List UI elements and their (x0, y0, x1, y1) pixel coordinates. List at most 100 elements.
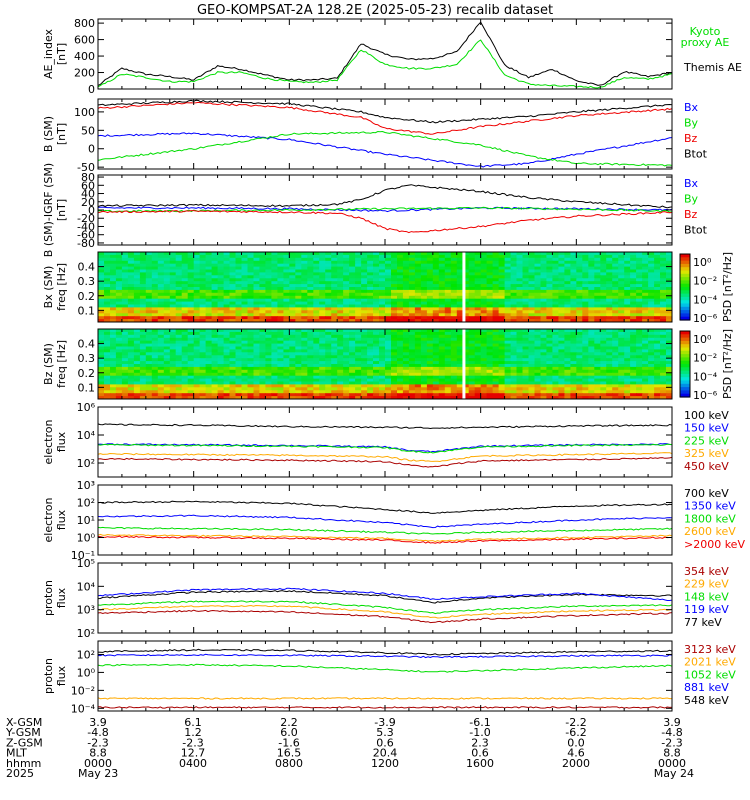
spectrogram-cell (516, 349, 524, 353)
spectrogram-cell (295, 278, 302, 282)
spectrogram-cell (576, 372, 583, 377)
spectrogram-cell (247, 278, 255, 282)
spectrogram-cell (145, 266, 153, 271)
spectrogram-cell (480, 343, 488, 348)
spectrogram-cell (307, 378, 314, 383)
spectrogram-cell (558, 349, 565, 353)
spectrogram-cell (104, 289, 111, 294)
spectrogram-cell (391, 349, 398, 353)
spectrogram-cell (229, 269, 237, 273)
spectrogram-cell (301, 349, 308, 353)
spectrogram-cell (373, 396, 380, 399)
spectrogram-cell (313, 260, 320, 265)
spectrogram-cell (636, 337, 643, 342)
spectrogram-cell (630, 390, 637, 394)
spectrogram-cell (438, 337, 446, 342)
spectrogram-cell (444, 329, 452, 333)
spectrogram-cell (552, 316, 559, 320)
spectrogram-cell (181, 352, 189, 356)
spectrogram-cell (235, 393, 243, 397)
spectrogram-cell (588, 257, 595, 262)
spectrogram-cell (540, 378, 548, 383)
spectrogram-cell (391, 260, 398, 265)
spectrogram-cell (528, 387, 536, 391)
spectrogram-cell (648, 275, 655, 279)
spectrogram-cell (319, 275, 326, 279)
spectrogram-cell (361, 284, 368, 288)
spectrogram-cell (438, 390, 446, 394)
spectrogram-cell (606, 355, 613, 359)
spectrogram-cell (277, 358, 284, 362)
spectrogram-cell (157, 346, 165, 350)
spectrogram-cell (199, 393, 207, 397)
spectrogram-cell (432, 372, 440, 377)
spectrogram-cell (612, 263, 619, 268)
y-tick-label: 200 (74, 67, 95, 80)
spectrogram-cell (414, 287, 422, 291)
spectrogram-cell (229, 266, 237, 271)
spectrogram-cell (253, 281, 261, 285)
spectrogram-cell (301, 375, 308, 380)
spectrogram-cell (259, 387, 266, 391)
spectrogram-cell (630, 310, 637, 314)
spectrogram-cell (355, 369, 362, 374)
spectrogram-cell (253, 272, 261, 276)
spectrogram-cell (139, 298, 147, 303)
spectrogram-cell (367, 295, 374, 300)
spectrogram-cell (408, 334, 416, 339)
spectrogram-cell (373, 284, 380, 288)
spectrogram-cell (600, 387, 607, 391)
spectrogram-cell (426, 272, 434, 276)
spectrogram-cell (486, 257, 494, 262)
spectrogram-cell (229, 334, 237, 339)
spectrogram-cell (169, 355, 177, 359)
spectrogram-cell (552, 372, 559, 377)
spectrogram-cell (432, 361, 440, 365)
spectrogram-cell (211, 378, 219, 383)
spectrogram-cell (420, 301, 428, 306)
spectrogram-cell (432, 295, 440, 300)
spectrogram-cell (121, 352, 129, 356)
spectrogram-cell (223, 310, 231, 314)
spectrogram-cell (313, 272, 320, 276)
spectrogram-cell (450, 281, 458, 285)
spectrogram-cell (582, 372, 589, 377)
spectrogram-cell (337, 260, 344, 265)
spectrogram-cell (474, 287, 482, 291)
spectrogram-cell (612, 361, 619, 365)
spectrogram-cell (193, 378, 201, 383)
spectrogram-cell (432, 355, 440, 359)
spectrogram-cell (450, 254, 458, 259)
spectrogram-cell (151, 343, 159, 348)
spectrogram-cell (642, 331, 649, 336)
spectrogram-cell (247, 269, 255, 273)
spectrogram-cell (319, 329, 326, 333)
spectrogram-cell (588, 355, 595, 359)
spectrogram-cell (241, 263, 249, 268)
colorbar-swatch (680, 367, 690, 372)
spectrogram-cell (408, 301, 416, 306)
spectrogram-cell (438, 334, 446, 339)
spectrogram-cell (241, 361, 249, 365)
spectrogram-cell (98, 390, 105, 394)
spectrogram-cell (247, 292, 255, 297)
spectrogram-cell (510, 319, 518, 322)
spectrogram-cell (289, 298, 296, 303)
spectrogram-cell (576, 375, 583, 380)
spectrogram-cell (528, 358, 536, 362)
spectrogram-cell (480, 366, 488, 371)
spectrogram-cell (486, 252, 494, 256)
spectrogram-cell (301, 329, 308, 333)
spectrogram-cell (217, 257, 225, 262)
spectrogram-cell (516, 364, 524, 368)
spectrogram-cell (546, 346, 553, 350)
spectrogram-cell (462, 307, 470, 311)
spectrogram-cell (187, 329, 195, 333)
spectrogram-cell (355, 284, 362, 288)
spectrogram-cell (175, 281, 183, 285)
spectrogram-cell (104, 393, 111, 397)
spectrogram-cell (199, 295, 207, 300)
spectrogram-cell (187, 272, 195, 276)
spectrogram-cell (582, 375, 589, 380)
spectrogram-cell (319, 254, 326, 259)
